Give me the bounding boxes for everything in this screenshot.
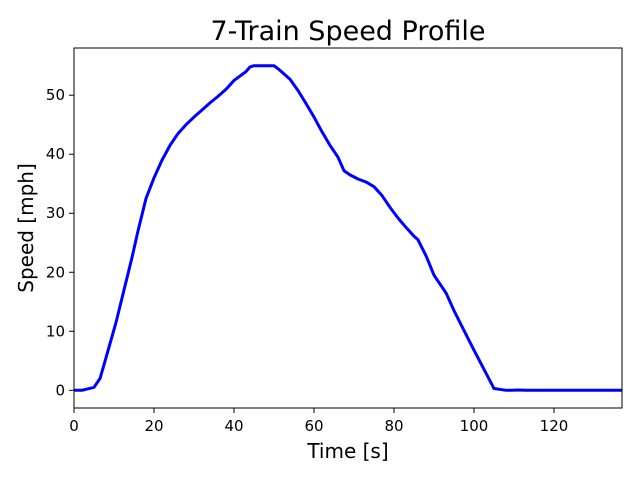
y-tick-label: 30 [46,204,65,222]
x-tick-label: 120 [540,417,569,435]
y-tick-label: 50 [46,86,65,104]
y-tick-label: 0 [55,381,65,399]
x-tick-label: 80 [384,417,403,435]
x-tick-label: 60 [304,417,323,435]
y-axis-ticks: 0 10 20 30 40 50 [46,86,74,399]
x-axis-ticks: 0 20 40 60 80 100 120 [69,408,568,435]
plot-area [74,48,622,408]
plot-frame [73,47,623,409]
x-tick-label: 0 [69,417,79,435]
x-tick-label: 20 [144,417,163,435]
data-layer [74,64,622,392]
y-tick-label: 40 [46,145,65,163]
x-tick-label: 100 [460,417,489,435]
y-tick-label: 20 [46,263,65,281]
chart-title: 7-Train Speed Profile [211,16,486,47]
y-axis-label: Speed [mph] [14,163,38,293]
y-tick-label: 10 [46,322,65,340]
x-axis-label: Time [s] [306,439,388,463]
series-line-0 [74,64,622,392]
x-tick-label: 40 [224,417,243,435]
